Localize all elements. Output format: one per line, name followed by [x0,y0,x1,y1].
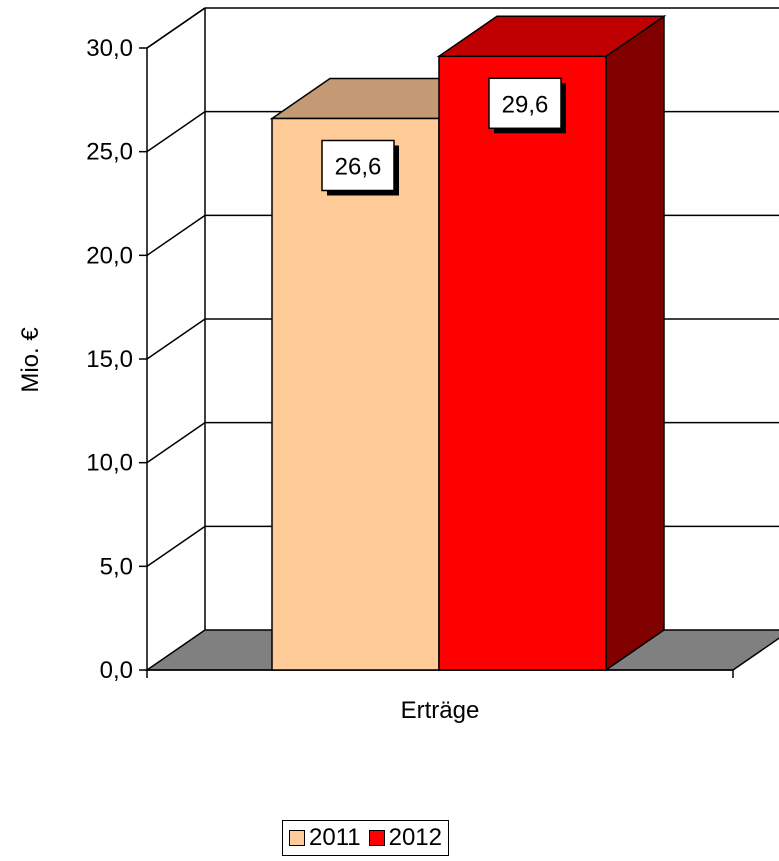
y-tick-label: 5,0 [100,553,133,580]
x-category-label: Erträge [401,697,480,724]
gridline-diagonal [146,525,206,567]
bar-2012 [436,14,667,672]
gridline-diagonal [146,214,206,256]
gridline-diagonal [146,422,206,464]
bars [269,14,667,672]
axes: 0,0 5,0 10,0 15,0 20,0 25,0 30,0 [86,35,734,684]
y-tick-label: 20,0 [86,242,133,269]
y-tick-label: 15,0 [86,346,133,373]
data-label-box [321,139,395,192]
legend-label-2011: 2011 [309,824,361,851]
data-label-text: 29,6 [502,91,549,118]
bar-front-2011 [271,117,440,671]
legend-label-2012: 2012 [388,824,442,851]
data-label-2011: 26,6 [321,139,399,196]
data-labels: 26,6 29,6 [321,77,566,196]
data-label-text: 26,6 [335,153,382,180]
legend-item-2011: 2011 [289,824,361,852]
gridline-diagonal [146,7,206,49]
y-tick-label: 30,0 [86,35,133,62]
y-axis-label: Mio. € [17,327,44,393]
gridline-diagonal [146,318,206,360]
y-tick-label: 10,0 [86,450,133,477]
legend-swatch-2012 [368,830,385,846]
y-tick-label: 0,0 [100,657,133,684]
bar-front-2012 [438,55,607,671]
gridline-diagonal [146,111,206,153]
data-label-box [488,77,562,130]
y-tick-label: 25,0 [86,139,133,166]
legend-item-2012: 2012 [368,824,442,852]
bar-side-2012 [605,14,665,672]
legend: 2011 2012 [282,820,449,856]
legend-swatch-2011 [289,830,305,846]
data-label-2012: 29,6 [488,77,566,134]
